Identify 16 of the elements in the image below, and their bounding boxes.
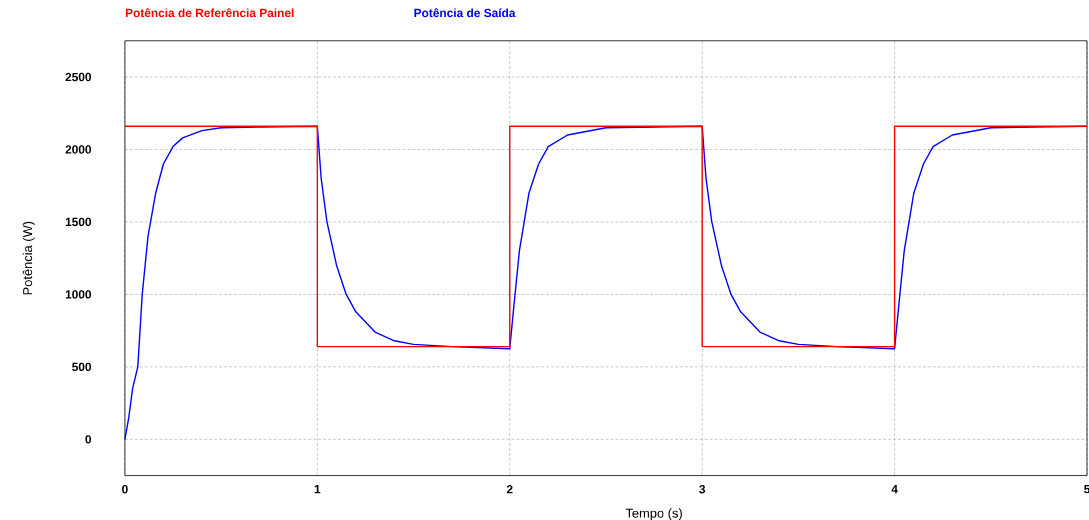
text: Potência de Saída xyxy=(414,7,516,17)
x-tick-label: 4 xyxy=(891,484,898,494)
text: Potência de Referência Painel xyxy=(125,7,294,17)
y-tick-label: 1500 xyxy=(65,217,92,226)
y-axis-title: Potência (W) xyxy=(22,221,35,295)
x-axis-title: Tempo (s) xyxy=(625,508,682,520)
x-tick-label: 1 xyxy=(314,484,321,494)
y-tick-label: 2000 xyxy=(65,145,92,154)
x-tick-label: 0 xyxy=(122,484,128,494)
y-tick-label: 0 xyxy=(85,434,92,444)
x-tick-label: 2 xyxy=(506,484,513,494)
y-tick-label: 2500 xyxy=(65,72,92,82)
x-tick-label: 5 xyxy=(1084,484,1089,494)
y-tick-label: 1000 xyxy=(65,290,92,299)
x-tick-label: 3 xyxy=(699,484,706,494)
y-tick-label: 500 xyxy=(72,362,92,371)
